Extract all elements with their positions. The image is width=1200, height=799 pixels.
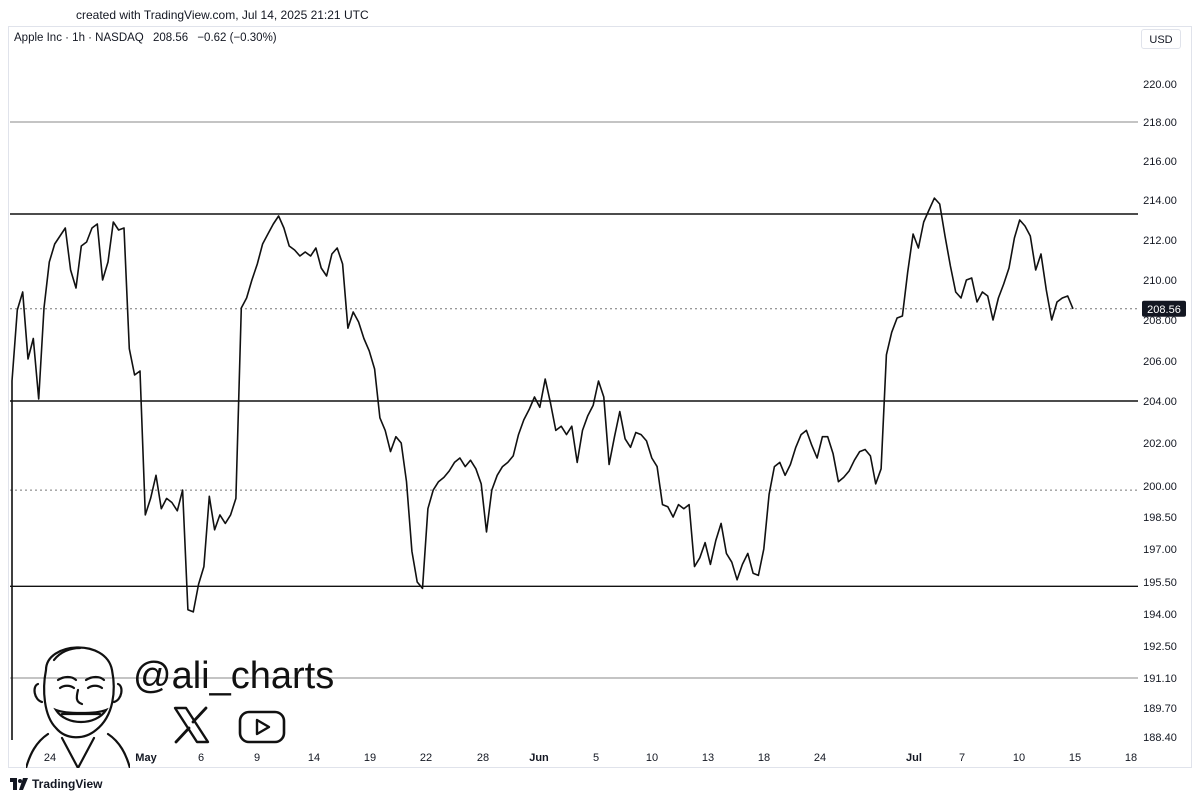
tradingview-footer-text: TradingView (32, 777, 103, 791)
tradingview-footer-logo[interactable]: TradingView (10, 777, 102, 791)
y-tick-label: 216.00 (1143, 156, 1177, 168)
x-tick-label: 7 (959, 752, 965, 764)
price-change: −0.62 (−0.30%) (197, 32, 277, 44)
price-series-line (11, 197, 1074, 740)
last-price: 208.56 (152, 32, 189, 44)
y-tick-label: 210.00 (1143, 275, 1177, 287)
x-tick-label: 18 (758, 752, 770, 764)
x-tick-label: Jul (906, 752, 922, 764)
y-tick-label: 214.00 (1143, 195, 1177, 207)
currency-button[interactable]: USD (1141, 29, 1181, 49)
y-tick-label: 198.50 (1143, 512, 1177, 524)
x-tick-label: 28 (477, 752, 489, 764)
y-tick-label: 192.50 (1143, 641, 1177, 653)
author-handle: @ali_charts (133, 655, 335, 697)
last-price-label-box (1142, 300, 1186, 317)
chart-frame (8, 26, 1192, 768)
y-tick-label: 195.50 (1143, 577, 1177, 589)
x-tick-label: 22 (420, 752, 432, 764)
x-logo-icon[interactable] (172, 706, 210, 744)
y-tick-label: 204.00 (1143, 396, 1177, 408)
symbol-legend: Apple Inc · 1h · NASDAQ 208.56 −0.62 (−0… (14, 32, 283, 44)
x-tick-label: May (135, 752, 157, 764)
y-tick-label: 200.00 (1143, 481, 1177, 493)
youtube-play-icon[interactable] (238, 710, 286, 744)
symbol-name: Apple Inc · 1h · NASDAQ (14, 32, 144, 44)
created-with-text: created with TradingView.com, Jul 14, 20… (76, 8, 369, 22)
x-tick-label: 6 (198, 752, 204, 764)
x-tick-label: Jun (529, 752, 549, 764)
x-tick-label: 19 (364, 752, 376, 764)
y-tick-label: 188.40 (1143, 732, 1177, 744)
tradingview-logo-icon (10, 778, 28, 790)
y-tick-label: 197.00 (1143, 544, 1177, 556)
x-tick-label: 13 (702, 752, 714, 764)
x-tick-label: 18 (1125, 752, 1137, 764)
y-tick-label: 208.00 (1143, 315, 1177, 327)
avatar (26, 646, 130, 768)
x-tick-label: 24 (814, 752, 826, 764)
x-tick-label: 5 (593, 752, 599, 764)
x-tick-label: 9 (254, 752, 260, 764)
x-tick-label: 10 (1013, 752, 1025, 764)
y-tick-label: 220.00 (1143, 79, 1177, 91)
y-tick-label: 191.10 (1143, 673, 1177, 685)
y-tick-label: 206.00 (1143, 356, 1177, 368)
x-tick-label: 15 (1069, 752, 1081, 764)
y-tick-label: 189.70 (1143, 703, 1177, 715)
last-price-label: 208.56 (1147, 304, 1181, 316)
x-tick-label: 14 (308, 752, 320, 764)
y-tick-label: 218.00 (1143, 117, 1177, 129)
y-tick-label: 202.00 (1143, 438, 1177, 450)
x-tick-label: 10 (646, 752, 658, 764)
y-tick-label: 212.00 (1143, 235, 1177, 247)
y-tick-label: 194.00 (1143, 609, 1177, 621)
x-tick-label: 24 (44, 752, 56, 764)
